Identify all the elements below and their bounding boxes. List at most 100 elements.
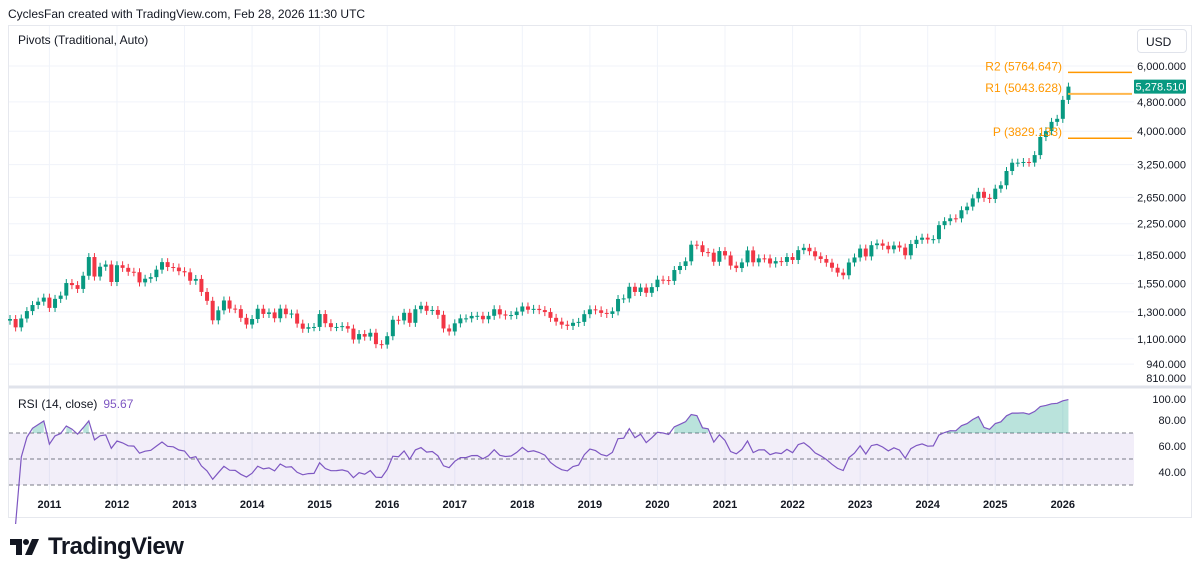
candle-down <box>227 300 232 309</box>
candle-up <box>531 308 536 310</box>
candle-down <box>272 312 277 319</box>
time-tick-label: 2019 <box>578 499 602 511</box>
time-tick-label: 2013 <box>172 499 196 511</box>
candle-down <box>176 267 181 272</box>
candle-up <box>1010 162 1015 171</box>
candle-up <box>920 237 925 240</box>
time-tick-label: 2026 <box>1051 499 1075 511</box>
candle-up <box>306 327 311 329</box>
price-tick-label: 1,300.000 <box>1137 307 1186 319</box>
tradingview-logo[interactable]: TradingView <box>10 533 184 561</box>
candle-up <box>430 309 435 311</box>
candle-down <box>69 283 74 286</box>
candle-down <box>762 258 767 260</box>
candle-up <box>334 326 339 328</box>
candle-up <box>582 314 587 322</box>
rsi-label: RSI (14, close) <box>18 397 98 411</box>
candle-up <box>250 319 255 325</box>
candle-down <box>165 262 170 268</box>
price-tick-label: 6,000.000 <box>1137 61 1186 73</box>
candle-up <box>959 210 964 219</box>
candle-down <box>813 251 818 257</box>
rsi-overbought-fill <box>83 420 89 433</box>
candle-up <box>739 262 744 269</box>
candle-down <box>751 250 756 263</box>
candle-down <box>779 261 784 263</box>
candle-up <box>936 225 941 240</box>
candle-down <box>542 310 547 313</box>
candle-up <box>340 326 345 328</box>
candle-down <box>886 245 891 250</box>
candle-down <box>373 332 378 345</box>
candle-up <box>464 318 469 320</box>
time-tick-label: 2015 <box>307 499 331 511</box>
candle-down <box>407 312 412 323</box>
candle-down <box>925 237 930 240</box>
candle-down <box>13 319 18 328</box>
candle-up <box>81 275 86 289</box>
last-price-label: 5,278.510 <box>1136 82 1185 94</box>
candle-up <box>672 270 677 281</box>
candle-up <box>64 283 69 296</box>
candle-down <box>829 262 834 268</box>
candle-up <box>875 243 880 246</box>
rsi-value: 95.67 <box>103 397 134 411</box>
time-tick-label: 2018 <box>510 499 534 511</box>
candle-down <box>548 312 553 318</box>
candle-down <box>604 312 609 314</box>
rsi-legend[interactable]: RSI (14, close) 95.67 <box>18 397 133 411</box>
candle-down <box>92 257 97 277</box>
candle-up <box>587 309 592 315</box>
candle-down <box>897 245 902 248</box>
price-tick-label: 4,000.000 <box>1137 126 1186 138</box>
candle-up <box>469 315 474 319</box>
candle-down <box>503 314 508 316</box>
candle-up <box>278 308 283 319</box>
candle-up <box>869 245 874 257</box>
candle-down <box>447 328 452 332</box>
candle-down <box>807 247 812 252</box>
candle-up <box>756 258 761 263</box>
candle-down <box>480 315 485 320</box>
candle-up <box>266 312 271 314</box>
pivots-legend[interactable]: Pivots (Traditional, Auto) <box>18 33 149 47</box>
candle-down <box>283 308 288 315</box>
candle-down <box>723 251 728 256</box>
candle-up <box>475 315 480 317</box>
candle-up <box>976 191 981 199</box>
candle-up <box>773 261 778 264</box>
time-tick-label: 2014 <box>240 499 265 511</box>
candle-down <box>981 191 986 198</box>
candle-down <box>233 308 238 310</box>
candle-up <box>103 264 108 267</box>
candle-up <box>610 311 615 314</box>
candle-down <box>171 267 176 269</box>
price-tick-label: 2,650.000 <box>1137 192 1186 204</box>
candle-up <box>1038 137 1043 156</box>
candle-down <box>244 317 249 325</box>
candle-down <box>205 291 210 301</box>
pivot-label: R1 (5043.628) <box>985 81 1062 95</box>
candle-down <box>953 218 958 220</box>
candle-down <box>188 272 193 281</box>
candle-up <box>368 332 373 337</box>
candle-down <box>768 258 773 264</box>
candle-up <box>1032 155 1037 163</box>
candle-down <box>644 287 649 293</box>
candle-up <box>576 321 581 323</box>
rsi-overbought-fill <box>674 414 709 433</box>
candle-down <box>210 300 215 321</box>
candle-up <box>970 198 975 207</box>
time-tick-label: 2012 <box>105 499 129 511</box>
candle-down <box>109 264 114 282</box>
time-tick-label: 2017 <box>443 499 467 511</box>
candle-up <box>154 269 159 278</box>
candle-up <box>655 279 660 288</box>
time-tick-label: 2023 <box>848 499 872 511</box>
candle-up <box>53 298 58 308</box>
currency-button[interactable]: USD <box>1137 29 1187 53</box>
candle-down <box>345 326 350 329</box>
candle-up <box>852 257 857 263</box>
candle-up <box>717 251 722 262</box>
